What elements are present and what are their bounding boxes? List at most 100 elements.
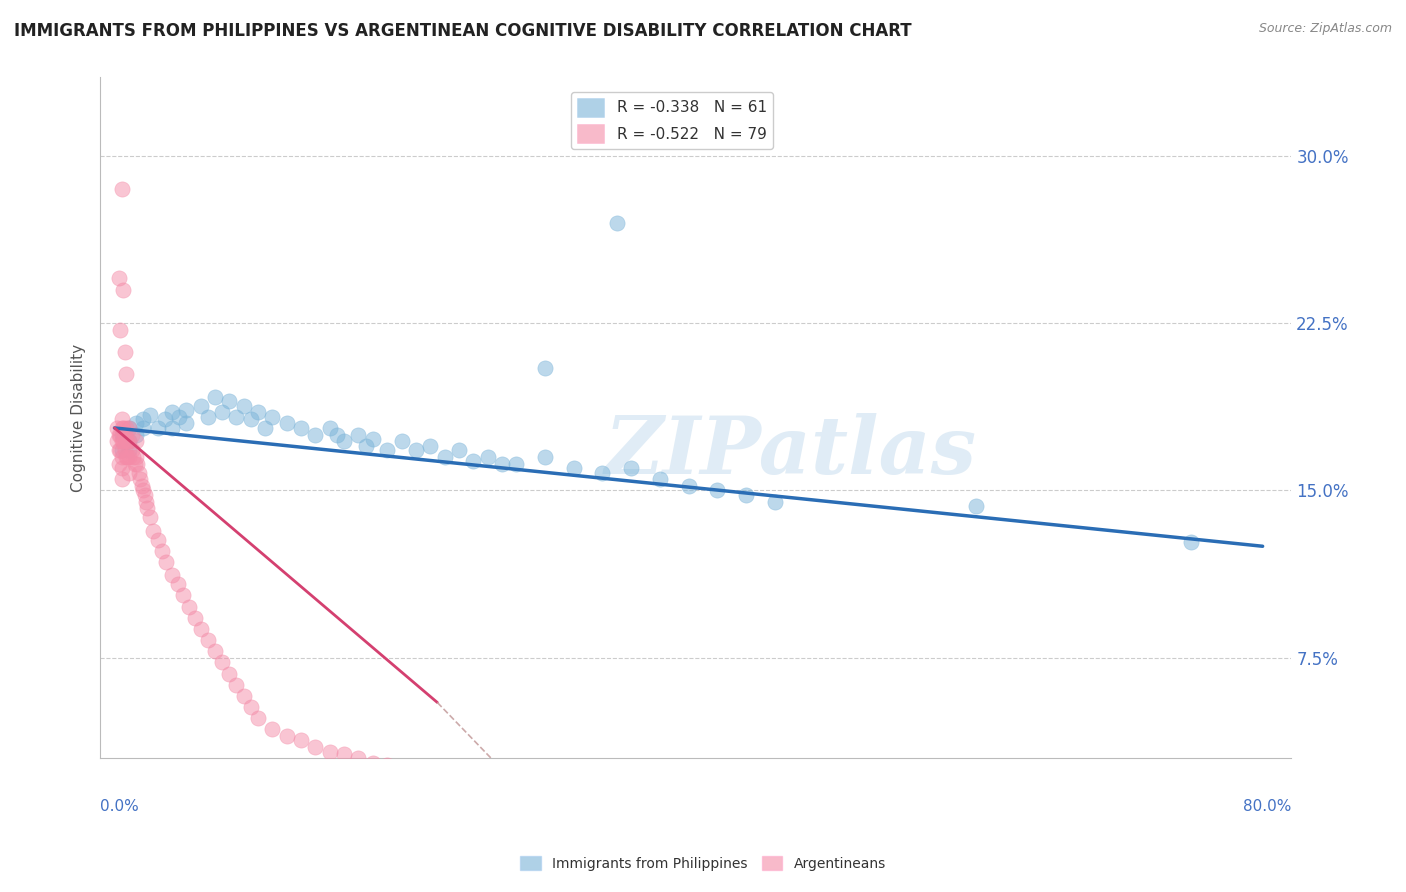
Point	[419, 764, 441, 779]
Point	[391, 434, 413, 449]
Point	[319, 421, 342, 435]
Point	[304, 740, 326, 755]
Point	[326, 427, 349, 442]
Point	[118, 466, 141, 480]
Point	[127, 457, 149, 471]
Point	[179, 599, 201, 614]
Legend: Immigrants from Philippines, Argentineans: Immigrants from Philippines, Argentinean…	[515, 850, 891, 876]
Point	[150, 543, 173, 558]
Point	[197, 409, 219, 424]
Point	[111, 443, 134, 458]
Point	[167, 409, 190, 424]
Point	[115, 434, 138, 449]
Point	[110, 427, 132, 442]
Point	[114, 427, 136, 442]
Point	[965, 499, 987, 513]
Point	[115, 368, 138, 382]
Point	[333, 747, 356, 761]
Point	[347, 751, 370, 765]
Point	[142, 524, 165, 538]
Point	[1180, 534, 1202, 549]
Point	[111, 461, 134, 475]
Point	[304, 427, 326, 442]
Point	[115, 434, 138, 449]
Point	[239, 412, 262, 426]
Point	[246, 405, 269, 419]
Point	[111, 450, 134, 464]
Point	[225, 678, 247, 692]
Point	[361, 432, 384, 446]
Point	[117, 450, 139, 464]
Point	[232, 689, 254, 703]
Point	[124, 457, 146, 471]
Point	[197, 633, 219, 648]
Point	[107, 443, 129, 458]
Point	[232, 399, 254, 413]
Point	[678, 479, 700, 493]
Point	[125, 434, 148, 449]
Point	[115, 421, 138, 435]
Point	[276, 417, 298, 431]
Point	[111, 412, 134, 426]
Text: 80.0%: 80.0%	[1243, 799, 1291, 814]
Point	[405, 443, 427, 458]
Point	[112, 421, 135, 435]
Point	[354, 439, 377, 453]
Point	[153, 412, 176, 426]
Point	[139, 510, 162, 524]
Point	[648, 472, 671, 486]
Point	[112, 434, 135, 449]
Point	[135, 494, 157, 508]
Point	[562, 461, 585, 475]
Point	[105, 434, 128, 449]
Point	[433, 450, 456, 464]
Point	[433, 767, 456, 781]
Point	[735, 488, 758, 502]
Point	[139, 408, 162, 422]
Y-axis label: Cognitive Disability: Cognitive Disability	[72, 343, 86, 492]
Point	[591, 466, 613, 480]
Point	[534, 450, 557, 464]
Point	[146, 421, 169, 435]
Point	[290, 421, 312, 435]
Point	[262, 409, 284, 424]
Point	[172, 588, 194, 602]
Point	[375, 758, 398, 772]
Point	[225, 409, 247, 424]
Point	[447, 767, 470, 781]
Point	[333, 434, 356, 449]
Point	[110, 323, 132, 337]
Text: ZIPatlas: ZIPatlas	[605, 413, 977, 491]
Point	[146, 533, 169, 547]
Point	[290, 733, 312, 747]
Point	[204, 644, 226, 658]
Point	[118, 443, 141, 458]
Point	[211, 656, 233, 670]
Point	[276, 729, 298, 743]
Point	[391, 760, 413, 774]
Point	[132, 421, 155, 435]
Point	[129, 472, 152, 486]
Point	[131, 479, 153, 493]
Point	[419, 439, 441, 453]
Point	[347, 427, 370, 442]
Point	[218, 394, 240, 409]
Point	[706, 483, 728, 498]
Point	[114, 443, 136, 458]
Point	[122, 450, 145, 464]
Point	[239, 700, 262, 714]
Point	[128, 466, 150, 480]
Point	[166, 577, 188, 591]
Point	[114, 345, 136, 359]
Point	[763, 494, 786, 508]
Point	[111, 421, 134, 435]
Point	[121, 427, 143, 442]
Point	[118, 434, 141, 449]
Point	[447, 443, 470, 458]
Point	[125, 417, 148, 431]
Point	[105, 421, 128, 435]
Point	[204, 390, 226, 404]
Point	[190, 399, 212, 413]
Text: Source: ZipAtlas.com: Source: ZipAtlas.com	[1258, 22, 1392, 36]
Point	[125, 427, 148, 442]
